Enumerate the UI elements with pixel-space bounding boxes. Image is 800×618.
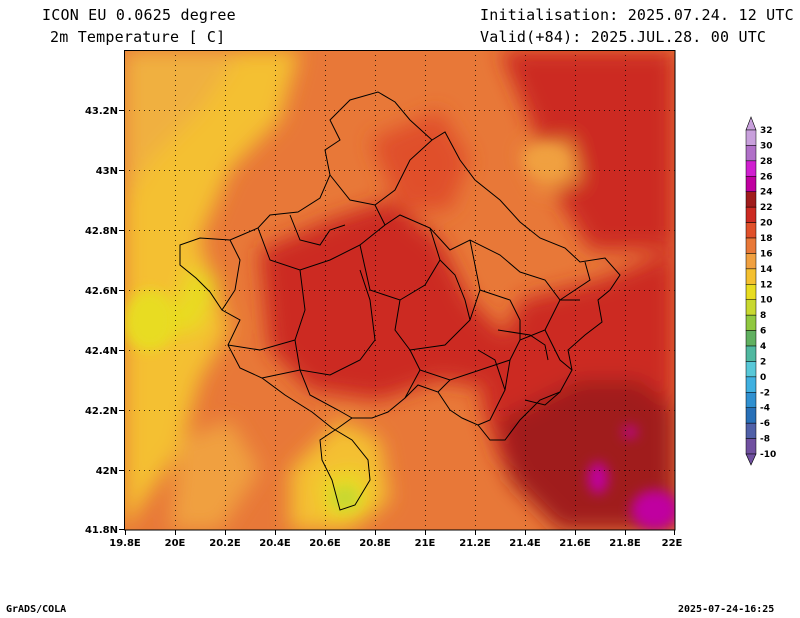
colorbar-label: -10: [760, 450, 776, 460]
lat-label: 42.2N: [85, 406, 118, 417]
lat-label: 43.2N: [85, 106, 118, 117]
grid-lines: [124, 50, 675, 530]
lon-label: 20.2E: [209, 538, 241, 549]
axis-ticks: [119, 110, 675, 535]
colorbar-cell: [745, 330, 757, 347]
lon-label: 22E: [662, 538, 683, 549]
colorbar-cell: [745, 299, 757, 316]
colorbar-cell: [745, 284, 757, 300]
footer-timestamp: 2025-07-24-16:25: [678, 604, 775, 615]
colorbar-label: -2: [760, 388, 770, 398]
lon-label: 21.6E: [559, 538, 591, 549]
lon-label: 21.2E: [459, 538, 491, 549]
colorbar-label: 12: [760, 280, 773, 290]
lat-label: 42.8N: [85, 226, 118, 237]
colorbar-label: 2: [760, 357, 766, 367]
colorbar-cell: [745, 361, 757, 378]
colorbar-label: 14: [760, 265, 773, 275]
lat-labels: 43.2N 43N 42.8N 42.6N 42.4N 42.2N 42N 41…: [85, 106, 118, 536]
lon-label: 20.4E: [259, 538, 291, 549]
colorbar-cell: [745, 345, 757, 362]
lon-label: 21E: [415, 538, 436, 549]
lat-label: 42N: [96, 466, 118, 477]
colorbar-label: 24: [760, 188, 773, 198]
colorbar-label: 18: [760, 234, 773, 244]
colorbar-cell: [745, 392, 757, 408]
colorbar-cell: [745, 191, 757, 208]
colorbar-label: 8: [760, 311, 766, 321]
lat-label: 42.6N: [85, 286, 118, 297]
colorbar-label: -4: [760, 404, 770, 414]
lon-label: 20.6E: [309, 538, 341, 549]
colorbar-label: 4: [760, 342, 766, 352]
variable-title: 2m Temperature [ C]: [50, 28, 226, 46]
colorbar-cell: [745, 206, 757, 223]
colorbar-label: -6: [760, 419, 770, 429]
colorbar-cell: [745, 253, 757, 270]
valid-time: Valid(+84): 2025.JUL.28. 00 UTC: [480, 28, 767, 46]
colorbar-top-arrow: [745, 116, 757, 131]
colorbar-cell: [745, 160, 757, 177]
lon-label: 21.8E: [609, 538, 641, 549]
lat-label: 43N: [96, 166, 118, 177]
colorbar-cell: [745, 407, 757, 424]
colorbar-cell: [745, 129, 757, 146]
colorbar-cell: [745, 176, 757, 192]
colorbar-label: 16: [760, 249, 773, 259]
colorbar-label: 26: [760, 172, 773, 182]
colorbar-cell: [745, 422, 757, 439]
colorbar-label: 32: [760, 126, 773, 136]
lon-label: 19.8E: [109, 538, 141, 549]
map-border: [124, 50, 676, 531]
colorbar-cell: [745, 237, 757, 254]
lon-label: 21.4E: [509, 538, 541, 549]
colorbar-bottom-arrow: [745, 453, 757, 466]
colorbar-label: 22: [760, 203, 773, 213]
colorbar-cell: [745, 314, 757, 331]
init-time: Initialisation: 2025.07.24. 12 UTC: [480, 6, 794, 24]
colorbar-label: 6: [760, 327, 766, 337]
lat-label: 42.4N: [85, 346, 118, 357]
model-title: ICON EU 0.0625 degree: [42, 6, 236, 24]
colorbar-cell: [745, 145, 757, 162]
colorbar-cell: [745, 268, 757, 285]
lon-labels: 19.8E 20E 20.2E 20.4E 20.6E 20.8E 21E 21…: [109, 538, 682, 549]
colorbar-label: 28: [760, 157, 773, 167]
colorbar-label: 0: [760, 373, 766, 383]
colorbar-cell: [745, 438, 757, 455]
colorbar-cell: [745, 376, 757, 393]
colorbar-label: 20: [760, 219, 773, 229]
colorbar-cell: [745, 222, 757, 239]
lon-label: 20.8E: [359, 538, 391, 549]
temperature-field: [124, 50, 675, 530]
footer-source: GrADS/COLA: [6, 604, 67, 615]
colorbar-label: -8: [760, 435, 770, 445]
colorbar-label: 30: [760, 141, 773, 151]
lon-label: 20E: [165, 538, 186, 549]
lat-label: 41.8N: [85, 525, 118, 536]
colorbar-label: 10: [760, 296, 773, 306]
